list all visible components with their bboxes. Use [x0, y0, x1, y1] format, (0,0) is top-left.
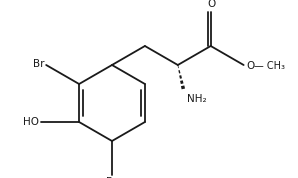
Text: O: O	[208, 0, 216, 9]
Text: NH₂: NH₂	[187, 94, 207, 104]
Text: Br: Br	[33, 59, 44, 69]
Text: HO: HO	[23, 117, 39, 127]
Text: — CH₃: — CH₃	[254, 61, 285, 71]
Text: Br: Br	[106, 177, 118, 178]
Text: O: O	[247, 61, 255, 71]
